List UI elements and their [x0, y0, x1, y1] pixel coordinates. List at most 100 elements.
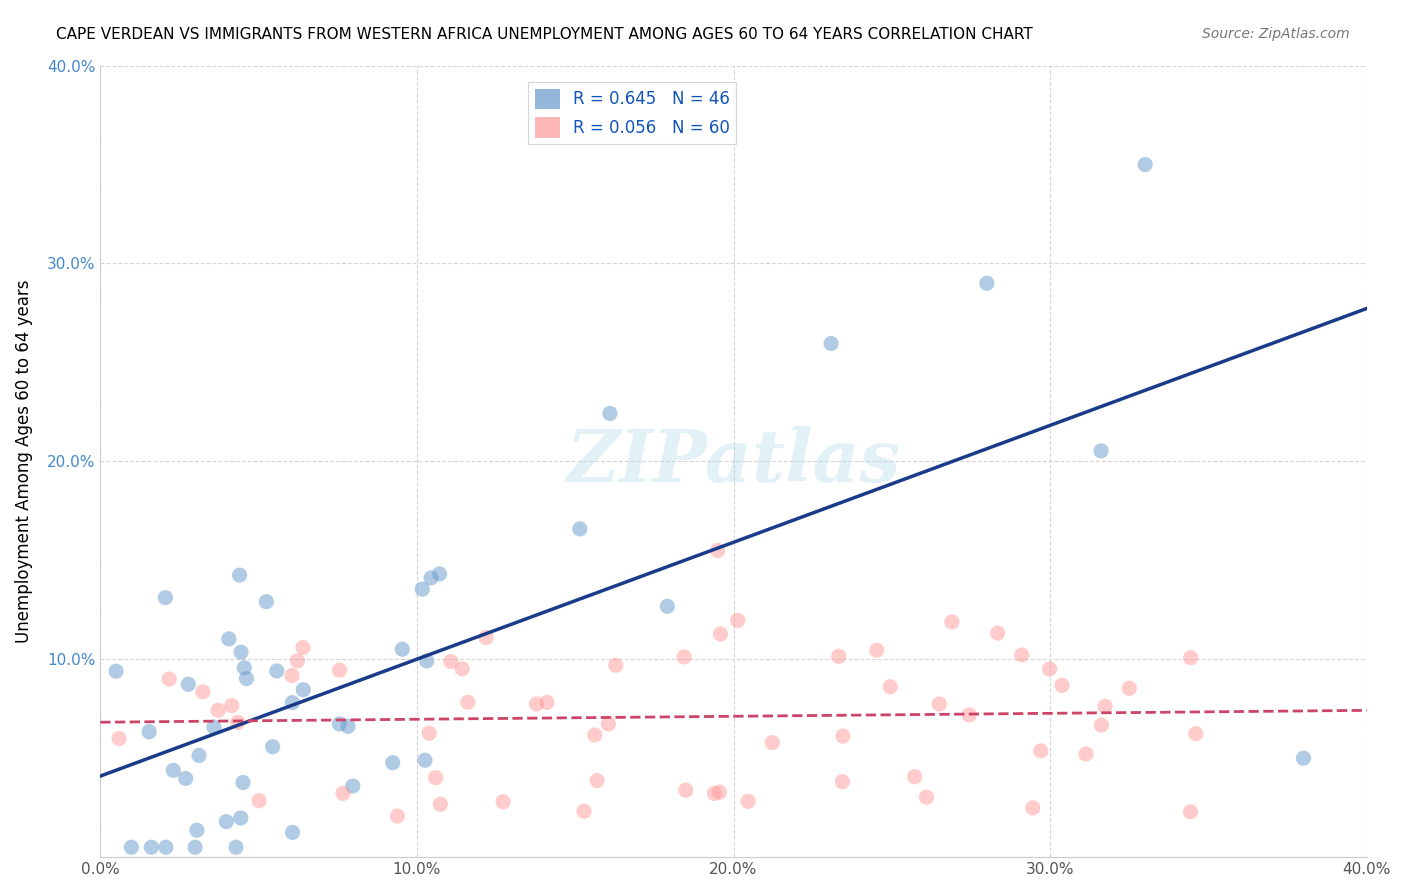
- Immigrants from Western Africa: [866, 643, 889, 657]
- Immigrants from Western Africa: [928, 697, 950, 711]
- Immigrants from Western Africa: [526, 697, 548, 711]
- Immigrants from Western Africa: [709, 785, 731, 799]
- Cape Verdeans: [141, 840, 163, 855]
- Cape Verdeans: [416, 654, 439, 668]
- Immigrants from Western Africa: [207, 703, 229, 717]
- Cape Verdeans: [232, 775, 254, 789]
- Cape Verdeans: [262, 739, 284, 754]
- Immigrants from Western Africa: [157, 672, 180, 686]
- Immigrants from Western Africa: [727, 614, 749, 628]
- Immigrants from Western Africa: [1050, 678, 1073, 692]
- Immigrants from Western Africa: [703, 787, 725, 801]
- Cape Verdeans: [162, 764, 184, 778]
- Cape Verdeans: [225, 840, 247, 855]
- Y-axis label: Unemployment Among Ages 60 to 64 years: Unemployment Among Ages 60 to 64 years: [15, 279, 32, 643]
- Immigrants from Western Africa: [285, 654, 308, 668]
- Cape Verdeans: [1292, 751, 1315, 765]
- Immigrants from Western Africa: [1074, 747, 1097, 761]
- Cape Verdeans: [202, 720, 225, 734]
- Cape Verdeans: [174, 772, 197, 786]
- Immigrants from Western Africa: [492, 795, 515, 809]
- Immigrants from Western Africa: [915, 790, 938, 805]
- Text: ZIPatlas: ZIPatlas: [567, 425, 901, 497]
- Immigrants from Western Africa: [831, 729, 853, 743]
- Immigrants from Western Africa: [457, 695, 479, 709]
- Cape Verdeans: [337, 719, 360, 733]
- Text: CAPE VERDEAN VS IMMIGRANTS FROM WESTERN AFRICA UNEMPLOYMENT AMONG AGES 60 TO 64 : CAPE VERDEAN VS IMMIGRANTS FROM WESTERN …: [56, 27, 1033, 42]
- Immigrants from Western Africa: [387, 809, 409, 823]
- Immigrants from Western Africa: [673, 649, 696, 664]
- Cape Verdeans: [420, 571, 443, 585]
- Immigrants from Western Africa: [1094, 699, 1116, 714]
- Cape Verdeans: [429, 566, 451, 581]
- Cape Verdeans: [411, 582, 433, 597]
- Text: Source: ZipAtlas.com: Source: ZipAtlas.com: [1202, 27, 1350, 41]
- Cape Verdeans: [413, 753, 436, 767]
- Immigrants from Western Africa: [941, 615, 963, 629]
- Cape Verdeans: [1090, 443, 1112, 458]
- Cape Verdeans: [120, 840, 142, 855]
- Immigrants from Western Africa: [1180, 650, 1202, 665]
- Immigrants from Western Africa: [904, 770, 927, 784]
- Immigrants from Western Africa: [572, 804, 595, 818]
- Immigrants from Western Africa: [536, 695, 558, 709]
- Immigrants from Western Africa: [737, 794, 759, 808]
- Cape Verdeans: [328, 717, 350, 731]
- Immigrants from Western Africa: [1029, 744, 1052, 758]
- Immigrants from Western Africa: [108, 731, 131, 746]
- Legend: R = 0.645   N = 46, R = 0.056   N = 60: R = 0.645 N = 46, R = 0.056 N = 60: [527, 82, 737, 145]
- Immigrants from Western Africa: [418, 726, 440, 740]
- Cape Verdeans: [229, 645, 252, 659]
- Immigrants from Western Africa: [605, 658, 627, 673]
- Immigrants from Western Africa: [429, 797, 451, 812]
- Immigrants from Western Africa: [987, 626, 1010, 640]
- Cape Verdeans: [568, 522, 591, 536]
- Cape Verdeans: [155, 840, 177, 855]
- Immigrants from Western Africa: [1180, 805, 1202, 819]
- Cape Verdeans: [342, 779, 364, 793]
- Immigrants from Western Africa: [879, 680, 901, 694]
- Immigrants from Western Africa: [831, 774, 853, 789]
- Immigrants from Western Africa: [706, 543, 728, 558]
- Immigrants from Western Africa: [586, 773, 609, 788]
- Immigrants from Western Africa: [598, 717, 620, 731]
- Cape Verdeans: [188, 748, 211, 763]
- Immigrants from Western Africa: [226, 715, 249, 730]
- Immigrants from Western Africa: [425, 771, 447, 785]
- Immigrants from Western Africa: [828, 649, 851, 664]
- Cape Verdeans: [254, 595, 277, 609]
- Cape Verdeans: [218, 632, 240, 646]
- Immigrants from Western Africa: [709, 627, 731, 641]
- Immigrants from Western Africa: [957, 707, 980, 722]
- Cape Verdeans: [184, 840, 207, 855]
- Cape Verdeans: [820, 336, 842, 351]
- Immigrants from Western Africa: [291, 640, 314, 655]
- Immigrants from Western Africa: [328, 663, 350, 677]
- Cape Verdeans: [105, 665, 128, 679]
- Immigrants from Western Africa: [1038, 662, 1060, 676]
- Cape Verdeans: [266, 664, 288, 678]
- Cape Verdeans: [215, 814, 238, 829]
- Immigrants from Western Africa: [1118, 681, 1140, 696]
- Cape Verdeans: [228, 568, 250, 582]
- Immigrants from Western Africa: [675, 783, 697, 797]
- Immigrants from Western Africa: [191, 684, 214, 698]
- Immigrants from Western Africa: [281, 668, 304, 682]
- Cape Verdeans: [657, 599, 679, 614]
- Immigrants from Western Africa: [247, 794, 270, 808]
- Cape Verdeans: [138, 724, 160, 739]
- Cape Verdeans: [235, 672, 257, 686]
- Cape Verdeans: [186, 823, 208, 838]
- Cape Verdeans: [281, 825, 304, 839]
- Cape Verdeans: [292, 682, 315, 697]
- Cape Verdeans: [155, 591, 177, 605]
- Cape Verdeans: [599, 407, 621, 421]
- Cape Verdeans: [1133, 157, 1156, 171]
- Immigrants from Western Africa: [583, 728, 606, 742]
- Immigrants from Western Africa: [451, 662, 474, 676]
- Immigrants from Western Africa: [1090, 718, 1112, 732]
- Cape Verdeans: [391, 642, 413, 657]
- Immigrants from Western Africa: [221, 698, 243, 713]
- Immigrants from Western Africa: [440, 655, 463, 669]
- Immigrants from Western Africa: [761, 735, 783, 749]
